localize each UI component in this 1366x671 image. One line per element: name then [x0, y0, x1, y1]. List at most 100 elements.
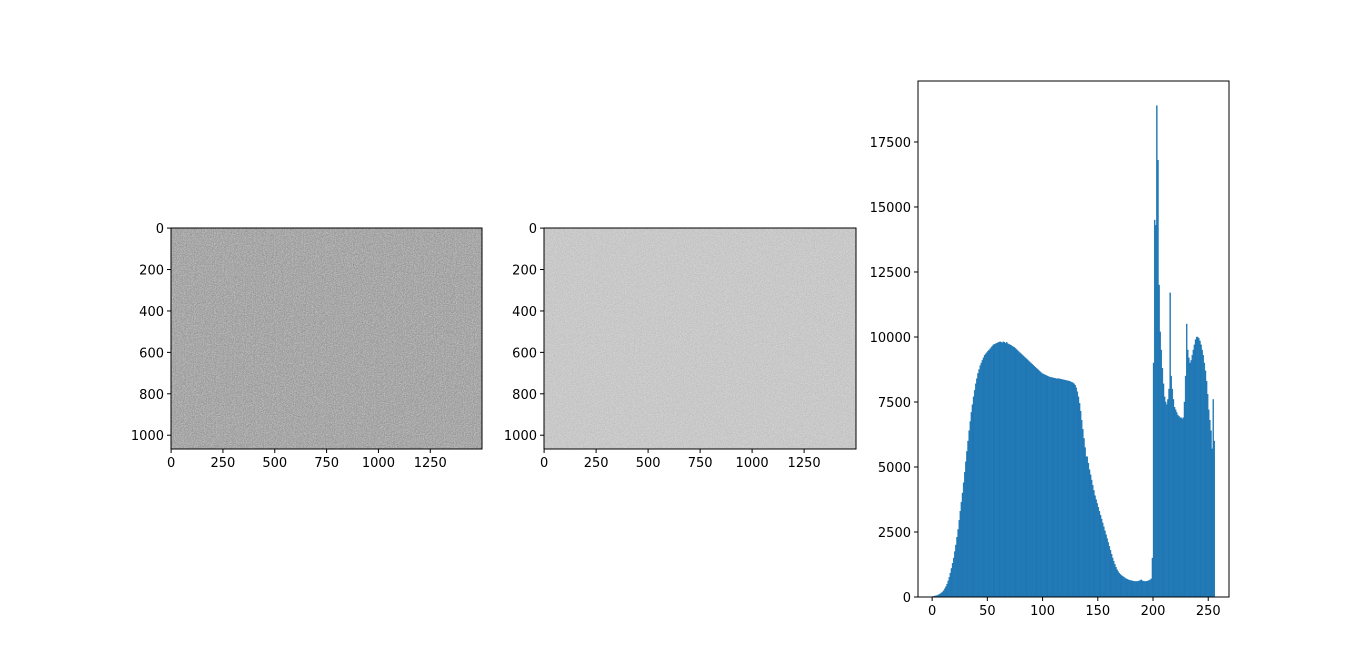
histogram-bar	[1153, 219, 1156, 598]
histogram-bar	[1128, 579, 1130, 598]
histogram-bar	[1093, 490, 1095, 598]
histogram-bar	[1202, 355, 1204, 598]
histogram-bar	[957, 529, 959, 598]
y-tick-label: 600	[139, 346, 164, 361]
histogram-bar	[986, 352, 988, 598]
histogram-bar	[1138, 580, 1140, 598]
histogram-bar	[1039, 371, 1041, 598]
y-tick-label: 2500	[878, 526, 911, 541]
histogram-bar	[1104, 530, 1106, 598]
histogram-bar	[1210, 430, 1212, 598]
histogram-bar	[977, 373, 979, 598]
x-tick-label: 0	[167, 456, 175, 471]
histogram-bar	[1144, 581, 1146, 598]
histogram-bar	[1110, 553, 1113, 598]
histogram-bar	[1180, 417, 1182, 598]
histogram-bar	[970, 412, 973, 598]
histogram-bar	[1112, 557, 1114, 598]
histogram-bar	[1209, 420, 1211, 598]
histogram-bar	[1086, 456, 1089, 598]
histogram-bar	[1103, 526, 1105, 598]
histogram-bar	[1041, 373, 1043, 598]
histogram-bar	[1034, 366, 1037, 598]
histogram-bar	[949, 572, 952, 598]
histogram-bar	[1014, 348, 1017, 598]
histogram-bar	[960, 501, 963, 598]
histogram-bar	[1065, 380, 1068, 598]
histogram-bar	[1160, 349, 1163, 598]
histogram-bar	[1195, 336, 1198, 598]
histogram-bar	[1206, 394, 1209, 598]
histogram-bar	[1162, 383, 1165, 598]
x-tick-label: 750	[314, 456, 339, 471]
histogram-bar	[1189, 362, 1191, 598]
histogram-bar	[1066, 380, 1069, 598]
histogram-bar	[1142, 580, 1145, 598]
histogram-bar	[1147, 580, 1149, 598]
x-tick-label: 0	[540, 456, 548, 471]
histogram-bar	[1043, 374, 1045, 598]
histogram-bar	[1102, 522, 1104, 598]
histogram-bar	[1040, 372, 1042, 598]
histogram-bar	[1105, 534, 1107, 598]
histogram-bar	[959, 511, 962, 598]
histogram-bar	[982, 357, 985, 598]
x-tick-label: 150	[1085, 604, 1110, 619]
histogram-bar	[1015, 349, 1018, 598]
histogram-bar	[1084, 447, 1086, 598]
histogram-bar	[1125, 578, 1127, 598]
histogram-bar	[1170, 375, 1172, 598]
histogram-bar	[1064, 379, 1066, 598]
histogram-bar	[1198, 338, 1200, 598]
histogram-bar	[1057, 378, 1060, 598]
histogram-bar	[1004, 343, 1007, 598]
histogram-bar	[1052, 377, 1054, 598]
histogram-bar	[1136, 581, 1138, 598]
histogram-bar	[951, 563, 954, 598]
histogram-bar	[1092, 485, 1094, 598]
histogram-bar	[1022, 355, 1024, 598]
histogram-bar	[1130, 580, 1133, 598]
histogram-bar	[1087, 462, 1090, 598]
histogram-bar	[1068, 381, 1071, 598]
histogram-bar	[1078, 403, 1081, 598]
y-tick-label: 200	[512, 264, 537, 279]
histogram-bar	[987, 351, 989, 598]
histogram-bar	[1094, 495, 1096, 598]
histogram-bar	[1029, 361, 1031, 598]
histogram-bar	[1011, 345, 1013, 598]
x-tick-label: 50	[979, 604, 996, 619]
histogram-bar	[1131, 580, 1134, 598]
histogram-bar	[1204, 370, 1207, 598]
histogram-bar	[1047, 376, 1050, 598]
histogram-bar	[1009, 344, 1011, 598]
histogram-bar	[967, 440, 969, 598]
histogram-bar	[1051, 377, 1053, 598]
histogram-bar	[1137, 580, 1139, 598]
histogram-bar	[1184, 375, 1187, 598]
histogram-bar	[1116, 569, 1118, 598]
histogram-bar	[996, 343, 998, 598]
histogram-bar	[965, 461, 967, 598]
y-tick-label: 0	[156, 222, 164, 237]
x-tick-label: 1000	[736, 456, 769, 471]
histogram-bar	[961, 492, 964, 598]
histogram-bar	[998, 342, 1000, 598]
histogram-bar	[1159, 331, 1161, 598]
histogram-bar	[948, 577, 950, 598]
histogram-bar	[1083, 438, 1085, 598]
histogram-bar	[1018, 351, 1020, 598]
x-tick-label: 1250	[414, 456, 447, 471]
histogram-bar	[1121, 576, 1124, 598]
histogram-bar	[1208, 409, 1210, 598]
histogram-bar	[1169, 292, 1171, 598]
histogram-bar	[1038, 370, 1040, 598]
histogram-bar	[956, 537, 958, 598]
histogram-bar	[983, 355, 986, 598]
x-tick-label: 1250	[788, 456, 821, 471]
y-tick-label: 200	[139, 264, 164, 279]
histogram-bar	[1183, 401, 1186, 598]
histogram-bar	[1032, 364, 1034, 598]
histogram-bar	[1148, 580, 1150, 598]
